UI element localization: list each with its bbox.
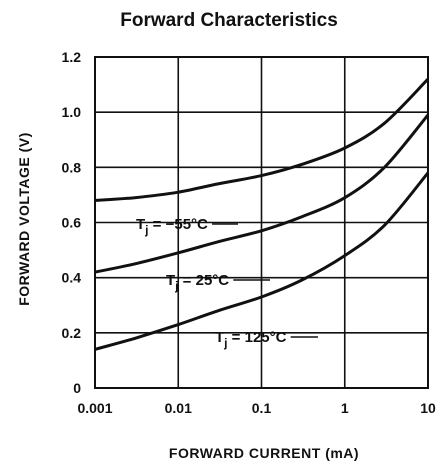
series-label: Tj = −55°C (136, 216, 208, 237)
x-tick-label: 0.001 (77, 400, 112, 416)
x-tick-label: 0.1 (252, 400, 272, 416)
plot-frame (94, 56, 429, 389)
x-tick-label: 1 (341, 400, 349, 416)
y-tick-label: 1.2 (62, 49, 82, 65)
y-tick-label: 0.6 (62, 215, 82, 231)
series-curves (94, 78, 430, 351)
x-tick-label: 10 (420, 400, 436, 416)
series-curve (94, 113, 430, 274)
y-tick-label: 0.4 (62, 270, 82, 286)
chart-title: Forward Characteristics (120, 10, 338, 31)
series-labels: Tj = −55°C Tj = 25°C Tj = 125°C (136, 216, 318, 350)
x-tick-labels: 0.001 0.01 0.1 1 10 (77, 400, 436, 416)
series-label: Tj = 125°C (215, 329, 287, 350)
y-tick-labels: 0 0.2 0.4 0.6 0.8 1.0 1.2 (62, 49, 82, 396)
series-label: Tj = 25°C (166, 272, 229, 293)
series-curve (94, 171, 430, 351)
y-tick-label: 0 (73, 380, 81, 396)
x-tick-label: 0.01 (165, 400, 192, 416)
y-tick-label: 1.0 (62, 104, 82, 120)
y-axis-label: FORWARD VOLTAGE (V) (16, 132, 32, 306)
x-axis-label: FORWARD CURRENT (mA) (169, 445, 359, 461)
y-tick-label: 0.2 (62, 325, 82, 341)
series-curve (94, 78, 430, 202)
y-tick-label: 0.8 (62, 159, 82, 175)
